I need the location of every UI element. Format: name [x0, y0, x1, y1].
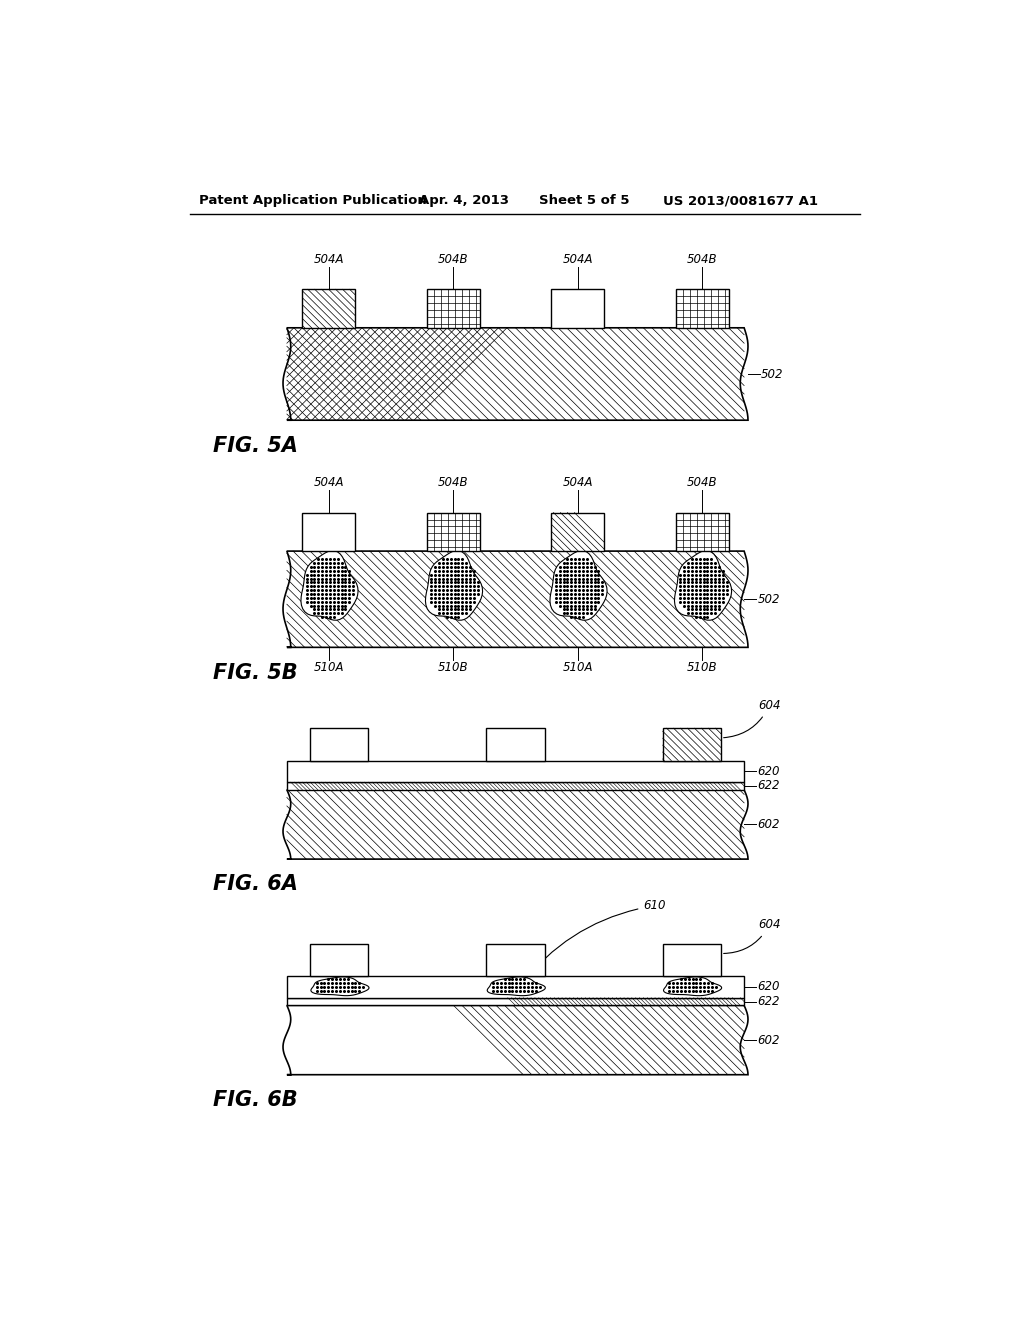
Text: 504B: 504B	[438, 253, 469, 267]
Text: FIG. 6B: FIG. 6B	[213, 1090, 298, 1110]
Text: FIG. 6A: FIG. 6A	[213, 874, 298, 895]
Polygon shape	[675, 550, 731, 620]
Bar	[551, 289, 604, 327]
Text: 510B: 510B	[438, 661, 469, 675]
Bar	[310, 944, 369, 975]
Text: 622: 622	[758, 995, 780, 1008]
Text: FIG. 5A: FIG. 5A	[213, 436, 298, 455]
Polygon shape	[311, 977, 369, 995]
Polygon shape	[283, 1006, 748, 1074]
Text: 620: 620	[758, 981, 780, 994]
Bar	[287, 977, 744, 998]
Text: 510B: 510B	[687, 661, 718, 675]
Text: 504B: 504B	[687, 253, 718, 267]
Bar	[310, 729, 369, 760]
Text: 602: 602	[758, 818, 780, 832]
Text: 502: 502	[758, 593, 780, 606]
Text: 504A: 504A	[313, 477, 344, 490]
Bar	[663, 729, 721, 760]
Bar	[676, 289, 729, 327]
Bar	[287, 998, 744, 1006]
Polygon shape	[664, 977, 722, 995]
Bar	[486, 944, 545, 975]
Polygon shape	[283, 552, 748, 647]
Polygon shape	[487, 977, 546, 995]
Bar	[427, 512, 479, 552]
Text: 604: 604	[724, 700, 780, 738]
Text: 604: 604	[724, 919, 780, 953]
Text: 504B: 504B	[438, 477, 469, 490]
Bar	[302, 512, 355, 552]
Text: 620: 620	[758, 764, 780, 777]
Bar	[663, 944, 721, 975]
Text: US 2013/0081677 A1: US 2013/0081677 A1	[663, 194, 818, 207]
Text: 504B: 504B	[687, 477, 718, 490]
Text: 504A: 504A	[562, 253, 593, 267]
Text: Apr. 4, 2013: Apr. 4, 2013	[419, 194, 509, 207]
Text: FIG. 5B: FIG. 5B	[213, 663, 298, 682]
Bar	[427, 289, 479, 327]
Polygon shape	[283, 327, 748, 420]
Text: 622: 622	[758, 779, 780, 792]
Text: Patent Application Publication: Patent Application Publication	[200, 194, 427, 207]
Polygon shape	[550, 550, 607, 620]
Text: 610: 610	[521, 899, 666, 985]
Bar	[676, 512, 729, 552]
Bar	[302, 289, 355, 327]
Bar	[287, 760, 744, 781]
Text: 510A: 510A	[562, 661, 593, 675]
Text: Sheet 5 of 5: Sheet 5 of 5	[539, 194, 630, 207]
Bar	[486, 729, 545, 760]
Polygon shape	[425, 550, 482, 620]
Polygon shape	[283, 789, 748, 859]
Bar	[287, 781, 744, 789]
Bar	[551, 512, 604, 552]
Text: 510A: 510A	[313, 661, 344, 675]
Text: 602: 602	[758, 1034, 780, 1047]
Text: 504A: 504A	[562, 477, 593, 490]
Text: 504A: 504A	[313, 253, 344, 267]
Text: 502: 502	[761, 367, 783, 380]
Polygon shape	[301, 550, 358, 620]
